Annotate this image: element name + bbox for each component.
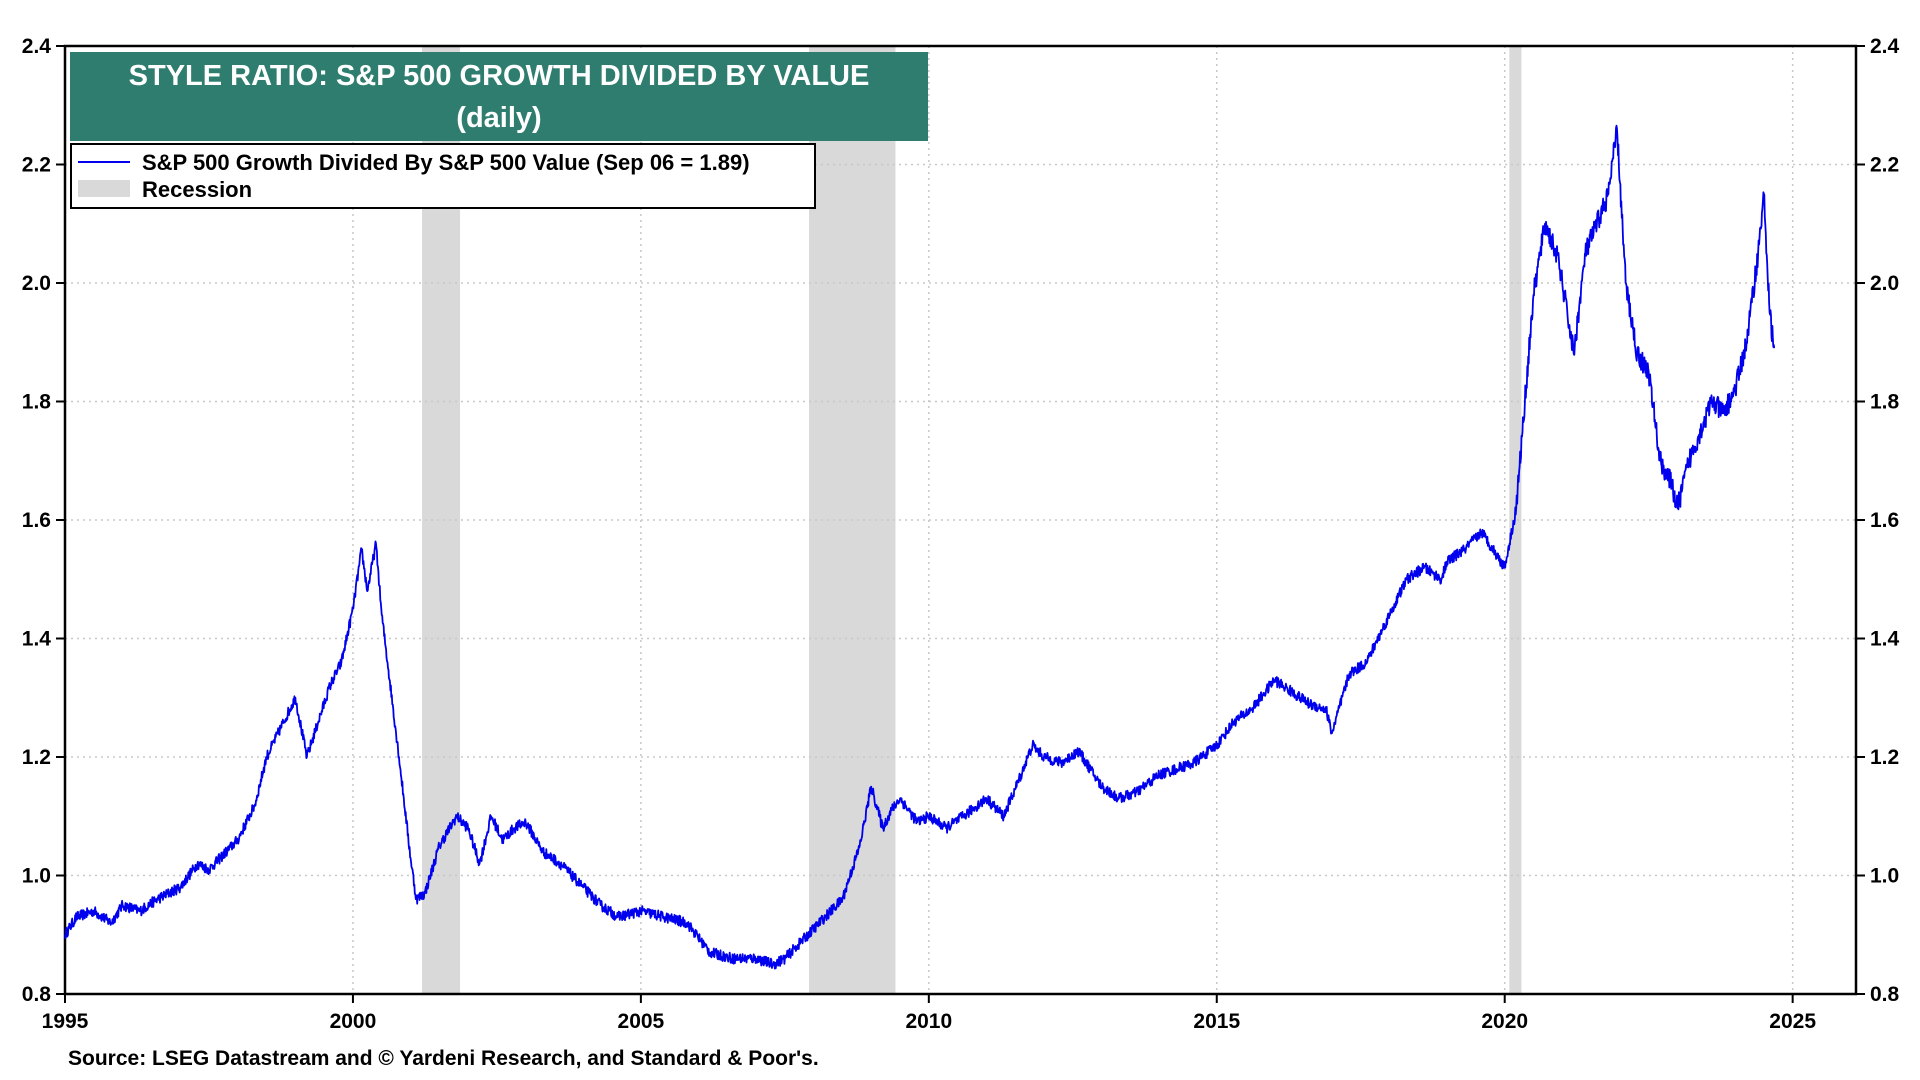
ytick-label-right: 1.2	[1870, 746, 1899, 769]
ytick-label-left: 1.2	[22, 746, 51, 769]
ytick-label-left: 1.0	[22, 865, 51, 888]
ytick-label-right: 1.4	[1870, 628, 1900, 651]
legend-box	[70, 143, 816, 209]
ytick-label-left: 2.0	[22, 272, 51, 295]
legend-recession-swatch	[78, 180, 130, 197]
ytick-label-left: 1.4	[22, 628, 52, 651]
chart-subtitle: (daily)	[456, 102, 541, 134]
ytick-label-left: 2.2	[22, 154, 51, 177]
series-line-1	[64, 124, 1776, 970]
ytick-label-left: 1.6	[22, 509, 51, 532]
xtick-label: 1995	[42, 1010, 89, 1033]
xtick-label: 2010	[905, 1010, 952, 1033]
xtick-label: 2025	[1769, 1010, 1816, 1033]
legend-recession-label: Recession	[142, 177, 252, 202]
ytick-label-left: 2.4	[22, 35, 52, 58]
axis-ticks: 0.8 0.8 1.0 1.0 1.2 1.2 1.4 1.4 1.6 1.6 1.8 1.8 2.0 2…	[22, 35, 1900, 1033]
series-layer	[64, 124, 1776, 970]
ytick-label-right: 1.8	[1870, 391, 1900, 414]
xtick-label: 2000	[330, 1010, 377, 1033]
ytick-label-right: 0.8	[1870, 983, 1900, 1006]
legend-series-label: S&P 500 Growth Divided By S&P 500 Value …	[142, 150, 750, 175]
source-note: Source: LSEG Datastream and © Yardeni Re…	[68, 1047, 819, 1070]
gridlines	[65, 46, 1856, 994]
ytick-label-left: 0.8	[22, 983, 52, 1006]
chart-title: STYLE RATIO: S&P 500 GROWTH DIVIDED BY V…	[129, 60, 870, 92]
ytick-label-right: 2.0	[1870, 272, 1899, 295]
ytick-label-right: 2.4	[1870, 35, 1900, 58]
title-background	[70, 52, 928, 141]
title-block: STYLE RATIO: S&P 500 GROWTH DIVIDED BY V…	[70, 52, 928, 141]
ytick-label-right: 2.2	[1870, 154, 1899, 177]
legend: S&P 500 Growth Divided By S&P 500 Value …	[70, 143, 816, 209]
ytick-label-left: 1.8	[22, 391, 52, 414]
xtick-label: 2020	[1481, 1010, 1528, 1033]
ytick-label-right: 1.0	[1870, 865, 1899, 888]
ytick-label-right: 1.6	[1870, 509, 1899, 532]
xtick-label: 2015	[1193, 1010, 1240, 1033]
xtick-label: 2005	[618, 1010, 665, 1033]
